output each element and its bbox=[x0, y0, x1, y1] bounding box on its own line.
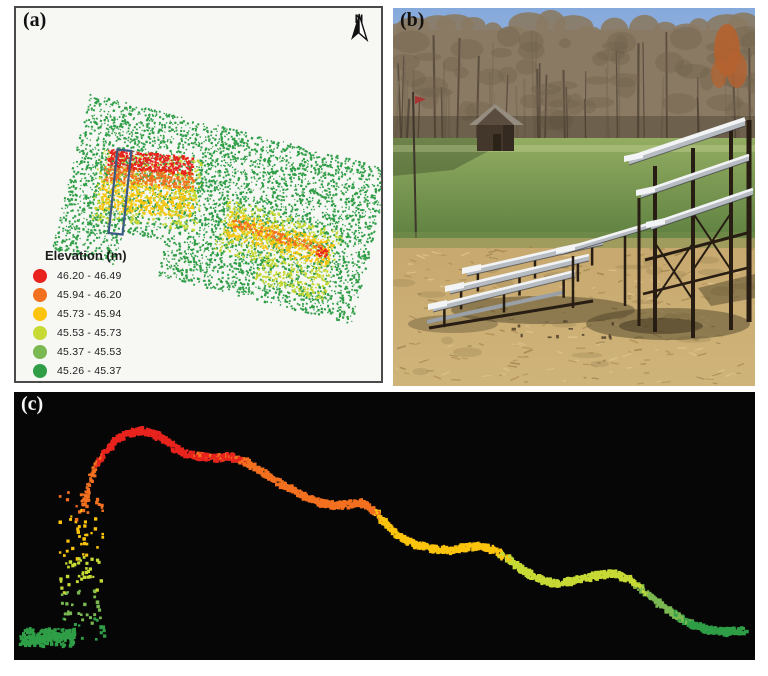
panel-a-plan-view: (a) Elevation (m) 46.20 - 46.49 45.94 - 4… bbox=[14, 6, 383, 383]
bleachers-field-photo bbox=[393, 8, 755, 386]
legend-item: 45.26 - 45.37 bbox=[32, 361, 127, 380]
tree-line bbox=[393, 9, 755, 142]
legend-range-label: 45.94 - 46.20 bbox=[57, 288, 122, 301]
bleachers bbox=[427, 117, 754, 340]
legend-item: 45.53 - 45.73 bbox=[32, 323, 127, 342]
legend-item: 45.73 - 45.94 bbox=[32, 304, 127, 323]
north-arrow: N bbox=[345, 13, 373, 43]
legend-color-dot bbox=[33, 306, 47, 321]
panel-b-label: (b) bbox=[400, 9, 425, 31]
flag bbox=[415, 96, 426, 104]
legend-item: 46.20 - 46.49 bbox=[32, 266, 127, 285]
legend-rows: 46.20 - 46.49 45.94 - 46.20 45.73 - 45.94 4… bbox=[32, 266, 127, 380]
plan-view-point-cloud bbox=[52, 93, 381, 324]
legend-color-dot bbox=[33, 287, 47, 302]
elevation-legend: Elevation (m) 46.20 - 46.49 45.94 - 46.20… bbox=[32, 248, 127, 380]
legend-color-dot bbox=[33, 363, 47, 378]
legend-item: 45.37 - 45.53 bbox=[32, 342, 127, 361]
legend-title: Elevation (m) bbox=[45, 248, 127, 263]
transect-box bbox=[107, 148, 133, 236]
legend-item: 45.94 - 46.20 bbox=[32, 285, 127, 304]
legend-range-label: 46.20 - 46.49 bbox=[57, 269, 122, 282]
panel-c-profile: (c) bbox=[14, 392, 755, 660]
legend-color-dot bbox=[33, 325, 47, 340]
profile-point-cloud bbox=[14, 392, 755, 660]
panel-b-photo: (b) bbox=[393, 8, 755, 386]
north-arrow-icon bbox=[351, 13, 369, 43]
legend-color-dot bbox=[33, 268, 47, 283]
legend-range-label: 45.26 - 45.37 bbox=[57, 364, 122, 377]
panel-c-label: (c) bbox=[21, 393, 44, 415]
panel-a-label: (a) bbox=[23, 9, 47, 31]
legend-range-label: 45.53 - 45.73 bbox=[57, 326, 122, 339]
legend-color-dot bbox=[33, 344, 47, 359]
bleacher-east bbox=[214, 198, 343, 301]
legend-range-label: 45.37 - 45.53 bbox=[57, 345, 122, 358]
legend-range-label: 45.73 - 45.94 bbox=[57, 307, 122, 320]
profile-points bbox=[18, 426, 749, 649]
barn bbox=[469, 104, 524, 151]
autumn-tree bbox=[711, 24, 747, 88]
flag-pole bbox=[412, 91, 426, 241]
